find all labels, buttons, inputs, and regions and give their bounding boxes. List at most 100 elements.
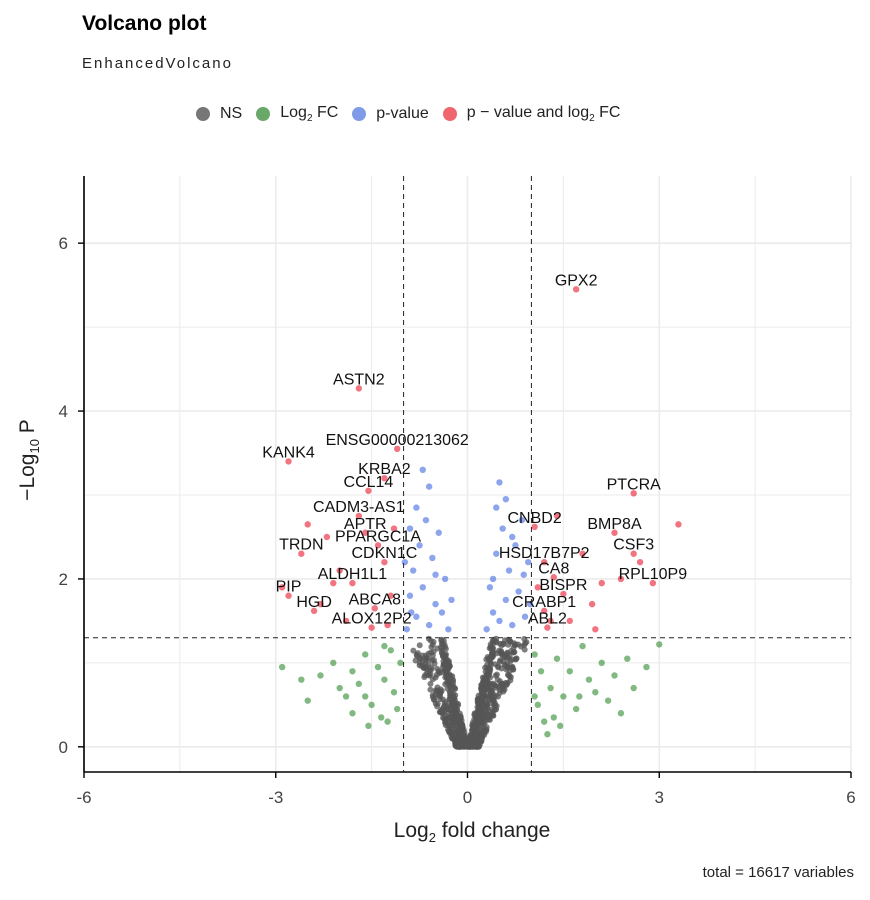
gene-label-bmp8a: BMP8A — [587, 516, 642, 533]
legend-dot-pvalue — [352, 107, 367, 122]
point-log2-fc — [537, 668, 545, 675]
point-p-value — [432, 600, 439, 608]
point-p-value-and-log2-fc — [675, 521, 682, 528]
point-ns — [454, 702, 461, 709]
point-p-value-and-log2-fc — [572, 286, 580, 293]
point-log2-fc — [365, 722, 372, 730]
point-ns — [427, 649, 434, 656]
point-p-value-and-log2-fc — [304, 521, 311, 528]
point-log2-fc — [384, 718, 391, 725]
y-tick-label: 2 — [59, 570, 68, 589]
legend-dot-ns — [196, 107, 210, 122]
gene-label-cnbd2: CNBD2 — [507, 510, 561, 527]
point-p-value-and-log2-fc — [387, 592, 394, 599]
point-p-value — [406, 525, 414, 532]
point-log2-fc — [278, 663, 286, 671]
point-ns — [504, 679, 511, 686]
point-ns — [427, 686, 434, 693]
gene-label-rpl10p9: RPL10P9 — [619, 566, 688, 583]
point-p-value — [509, 533, 516, 541]
point-log2-fc — [579, 642, 586, 650]
legend: NS Log2 FC p-value p − value and log2 FC — [196, 104, 634, 124]
gene-label-csf3: CSF3 — [613, 537, 654, 554]
point-p-value — [499, 525, 506, 532]
point-ns — [503, 666, 510, 673]
point-log2-fc — [374, 663, 382, 671]
axes: -6 -3 0 3 6 0 2 4 6 — [59, 176, 856, 807]
point-p-value — [489, 609, 497, 616]
y-axis-title: −Log10 P — [16, 419, 42, 501]
point-ns — [426, 672, 433, 679]
point-p-value — [419, 466, 426, 474]
point-p-value — [416, 542, 423, 549]
gene-label-cadm3-as1: CADM3-AS1 — [313, 499, 405, 516]
x-tick-label: -3 — [268, 788, 283, 807]
point-ns — [487, 666, 494, 673]
point-log2-fc — [550, 714, 557, 721]
point-log2-fc — [342, 693, 350, 700]
point-log2-fc — [544, 731, 551, 738]
point-ns — [438, 640, 445, 647]
point-p-value — [435, 529, 442, 536]
point-p-value-and-log2-fc — [566, 617, 573, 625]
point-p-value-and-log2-fc — [649, 579, 657, 587]
point-p-value-and-log2-fc — [365, 487, 372, 494]
ns-points — [410, 635, 530, 750]
point-ns — [479, 703, 486, 710]
point-p-value — [515, 588, 522, 595]
point-p-value-and-log2-fc — [381, 558, 388, 566]
point-ns — [450, 694, 457, 701]
point-ns — [484, 672, 491, 679]
point-log2-fc — [566, 668, 573, 675]
point-p-value-and-log2-fc — [355, 512, 363, 520]
point-ns — [505, 654, 512, 661]
point-ns — [430, 696, 437, 703]
point-log2-fc — [397, 659, 404, 667]
chart-subtitle: EnhancedVolcano — [82, 55, 233, 72]
point-p-value — [445, 626, 452, 633]
point-p-value — [425, 621, 433, 629]
point-log2-fc — [630, 684, 637, 692]
point-ns — [444, 705, 451, 712]
x-tick-label: 0 — [463, 788, 472, 807]
point-p-value — [441, 575, 449, 583]
legend-label-both: p − value and log2 FC — [466, 104, 621, 125]
point-p-value — [512, 542, 519, 549]
point-p-value-and-log2-fc — [544, 624, 551, 631]
point-ns — [438, 687, 445, 694]
point-ns — [499, 681, 506, 688]
point-p-value — [448, 596, 455, 604]
legend-item-pvalue: p-value — [352, 105, 429, 123]
point-ns — [428, 664, 435, 671]
point-log2-fc — [298, 676, 305, 683]
point-p-value-and-log2-fc — [534, 584, 542, 591]
x-tick-label: -6 — [76, 788, 91, 807]
point-p-value-and-log2-fc — [531, 523, 538, 531]
point-log2-fc — [378, 714, 385, 721]
point-p-value — [403, 626, 410, 633]
point-p-value-and-log2-fc — [323, 533, 331, 541]
caption-total-variables: total = 16617 variables — [702, 864, 854, 881]
gene-label-aptr: APTR — [344, 516, 387, 533]
point-ns — [445, 659, 452, 666]
point-ns — [498, 647, 505, 654]
point-ns — [489, 711, 496, 718]
point-p-value — [406, 592, 414, 599]
point-p-value-and-log2-fc — [278, 584, 286, 591]
point-p-value-and-log2-fc — [541, 607, 548, 615]
point-ns — [483, 726, 490, 733]
point-ns — [452, 742, 459, 749]
point-ns — [419, 652, 426, 659]
point-log2-fc — [592, 689, 599, 696]
point-p-value-and-log2-fc — [553, 512, 561, 520]
point-ns — [442, 722, 449, 729]
point-p-value — [486, 584, 494, 591]
gene-label-hsd17b7p2: HSD17B7P2 — [499, 545, 590, 562]
point-ns — [481, 687, 488, 694]
point-ns — [510, 666, 517, 673]
point-ns — [523, 639, 530, 646]
point-ns — [513, 655, 520, 662]
point-ns — [433, 671, 440, 678]
point-ns — [454, 738, 461, 745]
